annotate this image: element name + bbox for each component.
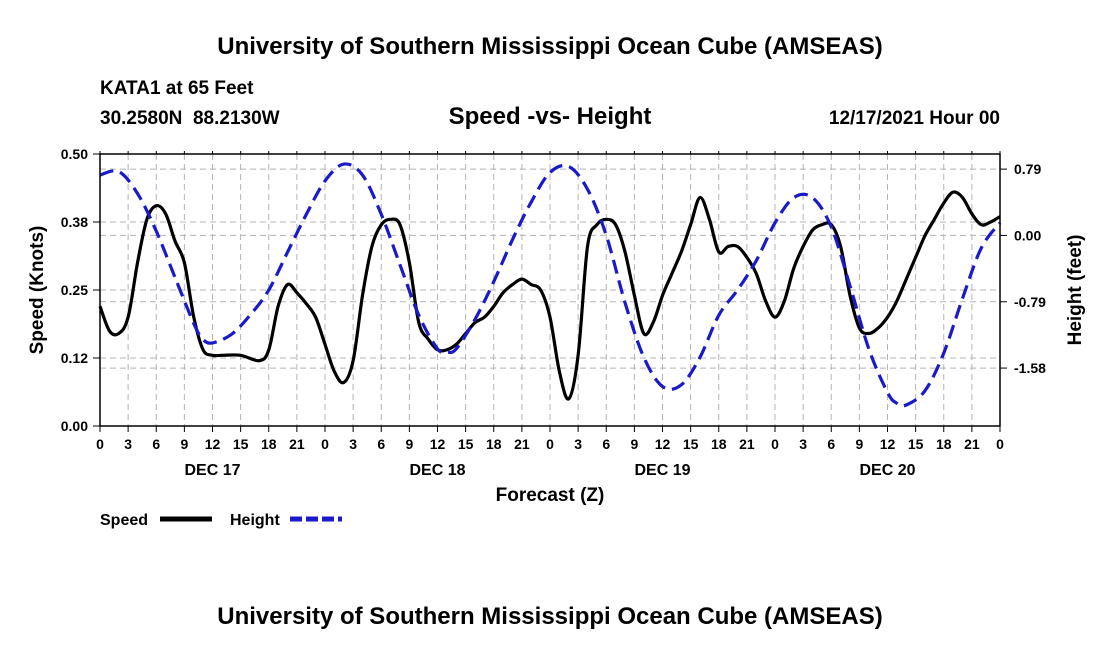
x-tick-label: 21 xyxy=(964,436,980,452)
x-tick-label: 9 xyxy=(405,436,413,452)
x-tick-label: 15 xyxy=(458,436,474,452)
grid xyxy=(100,154,1000,426)
x-day-label: DEC 18 xyxy=(409,462,465,479)
y-left-tick-label: 0.50 xyxy=(61,146,88,162)
height-series xyxy=(99,162,1002,408)
axes: 0 3 6 9 12 15 18 21 0 3 6 9 12 15 18 21 0 3 6 9 12 15 18 21 0 3 6 9… xyxy=(61,146,1046,479)
x-tick-label: 0 xyxy=(321,436,329,452)
y-axis-right-label: Height (feet) xyxy=(1065,235,1086,346)
y-right-tick-label: -1.58 xyxy=(1014,360,1046,376)
chart-subtitle: Speed -vs- Height xyxy=(449,103,652,130)
x-tick-label: 18 xyxy=(486,436,502,452)
x-tick-label: 21 xyxy=(514,436,530,452)
x-axis-label: Forecast (Z) xyxy=(496,485,605,506)
coordinates-label: 30.2580N 88.2130W xyxy=(100,108,280,129)
x-tick-label: 3 xyxy=(799,436,807,452)
x-tick-label: 12 xyxy=(880,436,896,452)
y-left-tick-label: 0.00 xyxy=(61,418,88,434)
x-day-label: DEC 17 xyxy=(184,462,240,479)
x-day-label: DEC 20 xyxy=(859,462,915,479)
x-tick-label: 6 xyxy=(152,436,160,452)
x-tick-label: 12 xyxy=(205,436,221,452)
x-day-label: DEC 19 xyxy=(634,462,690,479)
height-line xyxy=(99,162,1002,408)
x-tick-label: 6 xyxy=(827,436,835,452)
x-tick-label: 9 xyxy=(855,436,863,452)
chart-title: University of Southern Mississippi Ocean… xyxy=(217,33,882,60)
x-tick-label: 18 xyxy=(936,436,952,452)
x-tick-label: 12 xyxy=(430,436,446,452)
y-right-tick-label: 0.00 xyxy=(1014,227,1041,243)
speed-line xyxy=(98,190,1001,401)
x-tick-label: 15 xyxy=(683,436,699,452)
y-left-tick-label: 0.12 xyxy=(61,350,88,366)
x-tick-label: 0 xyxy=(546,436,554,452)
x-tick-label: 3 xyxy=(574,436,582,452)
x-tick-label: 15 xyxy=(908,436,924,452)
x-tick-label: 21 xyxy=(289,436,305,452)
x-tick-label: 0 xyxy=(771,436,779,452)
x-tick-label: 3 xyxy=(349,436,357,452)
x-tick-label: 0 xyxy=(996,436,1004,452)
x-tick-label: 12 xyxy=(655,436,671,452)
legend-speed-label: Speed xyxy=(100,512,148,529)
legend: Speed Height xyxy=(100,512,342,529)
station-label: KATA1 at 65 Feet xyxy=(100,78,254,99)
y-axis-left-label: Speed (Knots) xyxy=(27,226,48,355)
y-right-tick-label: 0.79 xyxy=(1014,161,1041,177)
footer-title: University of Southern Mississippi Ocean… xyxy=(217,603,882,630)
x-tick-label: 15 xyxy=(233,436,249,452)
y-left-tick-label: 0.25 xyxy=(61,282,88,298)
y-right-tick-label: -0.79 xyxy=(1014,294,1046,310)
x-tick-label: 3 xyxy=(124,436,132,452)
speed-series xyxy=(98,190,1001,401)
x-tick-label: 6 xyxy=(377,436,385,452)
legend-height-label: Height xyxy=(230,512,280,529)
run-datetime-label: 12/17/2021 Hour 00 xyxy=(829,108,1000,129)
x-tick-label: 18 xyxy=(711,436,727,452)
x-tick-label: 0 xyxy=(96,436,104,452)
x-tick-label: 9 xyxy=(180,436,188,452)
x-tick-label: 18 xyxy=(261,436,277,452)
x-tick-label: 21 xyxy=(739,436,755,452)
y-left-tick-label: 0.38 xyxy=(61,214,88,230)
x-tick-label: 9 xyxy=(630,436,638,452)
x-tick-label: 6 xyxy=(602,436,610,452)
